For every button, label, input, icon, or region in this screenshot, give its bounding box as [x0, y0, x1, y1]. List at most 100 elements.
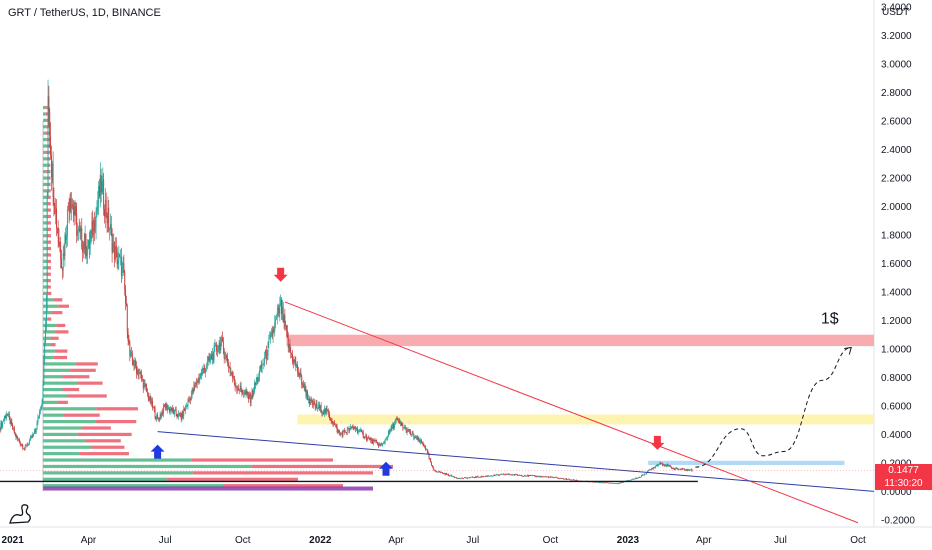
candle-body — [276, 311, 278, 318]
candle-body — [77, 229, 78, 236]
volume-profile-buy-bar — [43, 118, 47, 122]
time-axis[interactable]: 2021 Apr Jul Oct 2022 Apr Jul Oct 2023 Apr Jul Oct — [2, 535, 866, 546]
candle-body — [378, 443, 380, 447]
projection-arrowhead-icon — [844, 346, 852, 355]
price-axis[interactable]: 3.4000 3.2000 3.0000 2.8000 2.6000 2.4000 2.20… — [881, 3, 915, 527]
candle-body — [397, 419, 399, 420]
candle-body — [10, 420, 12, 425]
candle-body — [461, 477, 463, 479]
volume-profile-buy-bar — [43, 381, 79, 385]
candle-body — [643, 474, 645, 476]
candle-body — [431, 465, 433, 467]
candle-body — [299, 372, 301, 376]
candle-body — [493, 474, 495, 476]
candle-body — [297, 364, 298, 372]
candle-body — [67, 209, 69, 211]
candle-body — [262, 364, 264, 365]
candle-body — [313, 401, 314, 406]
candle-body — [150, 396, 152, 405]
price-tick-label: 3.2000 — [881, 31, 912, 42]
candle-body — [97, 203, 99, 208]
price-tick-label: 1.4000 — [881, 287, 912, 298]
candle-body — [606, 482, 608, 484]
candle-body — [234, 382, 236, 388]
zone-resistance-yellow — [297, 414, 874, 425]
candle-body — [78, 229, 80, 230]
candle-body — [266, 355, 268, 359]
volume-profile-sell-bar — [47, 163, 51, 167]
candle-body — [106, 216, 108, 223]
candle-body — [538, 475, 540, 477]
candle-body — [551, 476, 553, 478]
volume-profile-buy-bar — [43, 221, 48, 225]
candle-body — [286, 330, 288, 338]
volume-profile-buy-bar — [43, 259, 48, 263]
candle-body — [82, 248, 84, 252]
candle-body — [76, 213, 78, 236]
candle-body — [418, 437, 420, 441]
candle-body — [313, 401, 315, 405]
candle-body — [79, 229, 81, 232]
candle-body — [611, 483, 613, 484]
candle-body — [368, 438, 370, 439]
candle-body — [282, 306, 284, 322]
volume-profile-buy-bar — [43, 432, 78, 437]
candle-body — [12, 424, 14, 429]
price-tick-label: 0.8000 — [881, 373, 912, 384]
candle-body — [569, 479, 571, 480]
candle-body — [509, 474, 511, 476]
candle-body — [679, 469, 681, 470]
volume-profile-buy-bar — [43, 452, 80, 456]
candle-body — [472, 476, 474, 478]
candle-body — [36, 422, 38, 430]
candle-body — [356, 427, 358, 433]
candle-body — [13, 428, 15, 434]
price-tick-label: -0.2000 — [881, 515, 915, 526]
candle-body — [293, 359, 295, 364]
candle-body — [80, 227, 82, 232]
candle-body — [283, 315, 285, 322]
candle-body — [570, 479, 572, 481]
candle-body — [371, 438, 373, 442]
candle-body — [673, 468, 675, 470]
candle-body — [72, 205, 74, 214]
candle-body — [227, 363, 229, 368]
candle-body — [135, 360, 137, 367]
candle-body — [365, 435, 367, 438]
candle-body — [412, 432, 414, 435]
candle-body — [635, 477, 637, 479]
volume-profile-buy-bar — [43, 304, 59, 308]
candle-body — [245, 391, 247, 394]
candle-body — [38, 416, 40, 418]
candle-body — [608, 482, 610, 484]
volume-profile-buy-bar — [43, 426, 83, 430]
candle-body — [466, 477, 468, 479]
chart-symbol-header[interactable]: GRT / TetherUS, 1D, BINANCE — [8, 7, 161, 19]
candle-body — [498, 475, 500, 476]
candle-body — [670, 466, 672, 468]
volume-profile-buy-bar — [43, 234, 47, 238]
volume-profile-buy-bar — [43, 202, 48, 206]
candle-body — [556, 477, 558, 479]
candle-body — [64, 235, 66, 256]
candle-body — [308, 398, 310, 405]
candle-body — [388, 431, 390, 433]
candle-body — [678, 469, 679, 470]
candle-body — [404, 427, 406, 428]
volume-profile-sell-bar — [75, 362, 98, 366]
candle-body — [410, 431, 411, 435]
candle-body — [359, 429, 361, 431]
volume-profile-sell-bar — [78, 381, 103, 385]
candle-body — [206, 367, 207, 369]
candle-body — [571, 479, 573, 481]
candle-body — [61, 258, 62, 269]
tradingview-logo-icon[interactable] — [9, 504, 31, 524]
candle-body — [681, 468, 683, 470]
candle-body — [386, 438, 388, 440]
candle-body — [90, 231, 92, 239]
candle-body — [381, 444, 383, 445]
candle-body — [122, 263, 124, 264]
candle-body — [683, 468, 684, 470]
candle-body — [464, 477, 466, 479]
